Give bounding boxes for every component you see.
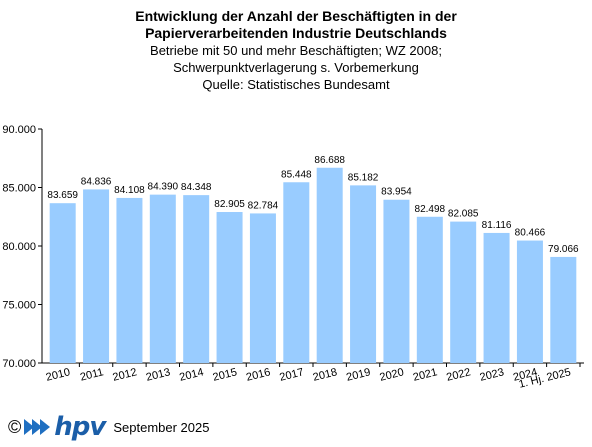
- data-label: 83.659: [47, 190, 78, 201]
- category-label: 2010: [45, 366, 72, 384]
- title-line-2: Papierverarbeitenden Industrie Deutschla…: [145, 25, 447, 41]
- category-label: 2013: [145, 366, 172, 384]
- category-label: 2018: [312, 366, 339, 384]
- y-tick-label: 85.000: [2, 183, 36, 195]
- data-label: 82.085: [448, 209, 479, 220]
- category-label: 2014: [178, 366, 205, 384]
- subtitle-line-1: Betriebe mit 50 und mehr Beschäftigten; …: [150, 43, 442, 58]
- bar: [216, 212, 243, 363]
- data-label: 82.784: [248, 200, 279, 211]
- bar: [550, 256, 577, 363]
- bar: [149, 194, 176, 363]
- bar: [483, 232, 510, 363]
- y-tick-label: 80.000: [2, 241, 36, 253]
- category-label: 2011: [79, 366, 105, 383]
- category-label: 2021: [412, 366, 439, 384]
- bar: [416, 216, 443, 363]
- data-label: 86.688: [314, 155, 345, 166]
- source-line: Quelle: Statistisches Bundesamt: [202, 77, 390, 92]
- footer: © hpv September 2025: [8, 412, 210, 442]
- category-label: 2017: [278, 366, 305, 384]
- bar: [350, 185, 377, 363]
- bar: [116, 197, 143, 363]
- bar: [49, 203, 76, 363]
- bar: [316, 167, 343, 363]
- bar: [283, 182, 310, 363]
- copyright-symbol: ©: [8, 416, 22, 437]
- data-label: 82.498: [415, 204, 446, 215]
- data-label: 82.905: [214, 199, 245, 210]
- data-label: 85.448: [281, 169, 312, 180]
- data-label: 81.116: [482, 220, 512, 231]
- y-tick-label: 70.000: [2, 358, 36, 370]
- category-label: 2022: [445, 366, 472, 384]
- bar: [183, 195, 210, 363]
- data-label: 84.390: [148, 182, 179, 193]
- category-label: 2015: [212, 366, 239, 384]
- data-label: 79.066: [548, 244, 579, 255]
- data-label: 84.836: [81, 176, 112, 187]
- category-label: 2023: [479, 366, 506, 384]
- data-label: 83.954: [381, 187, 412, 198]
- bar: [383, 199, 410, 363]
- hpv-chevron-logo-icon: [24, 419, 51, 435]
- category-label: 2016: [245, 366, 272, 384]
- bar: [516, 240, 543, 363]
- hpv-logo: hpv: [54, 412, 106, 442]
- category-label: 2024: [512, 366, 539, 384]
- category-label: 2020: [379, 366, 406, 384]
- data-label: 84.348: [181, 182, 212, 193]
- data-label: 84.108: [114, 185, 145, 196]
- title-line-1: Entwicklung der Anzahl der Beschäftigten…: [135, 8, 457, 24]
- data-label: 85.182: [348, 172, 379, 183]
- chart-title: Entwicklung der Anzahl der Beschäftigten…: [0, 8, 592, 93]
- bar: [83, 189, 110, 363]
- category-label: 2019: [345, 366, 372, 384]
- y-tick-label: 75.000: [2, 300, 36, 312]
- data-label: 80.466: [515, 228, 546, 239]
- subtitle-line-2: Schwerpunktverlagerung s. Vorbemerkung: [173, 60, 419, 75]
- category-label: 2012: [112, 366, 139, 384]
- y-tick-label: 90.000: [2, 124, 36, 136]
- bar: [450, 221, 477, 363]
- bar: [249, 213, 276, 363]
- footer-date: September 2025: [113, 419, 210, 435]
